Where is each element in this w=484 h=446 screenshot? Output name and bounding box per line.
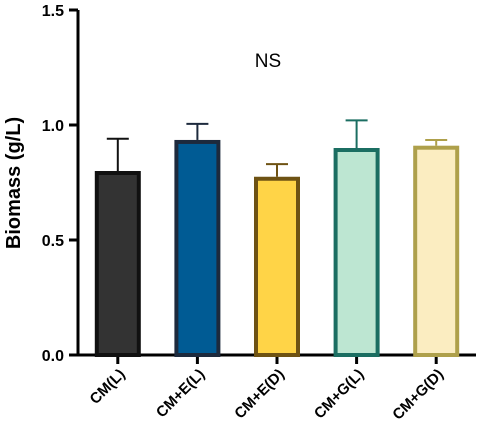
bar — [174, 139, 221, 357]
x-tick-label: CM+E(D) — [231, 366, 288, 423]
bar — [333, 148, 380, 357]
x-tick-label: CM(L) — [87, 366, 129, 408]
x-tick-labels: CM(L) CM+E(L) CM+E(D) CM+G(L) CM+G(D) — [87, 366, 447, 424]
bar — [94, 171, 141, 357]
y-tick-label: 0.0 — [42, 348, 64, 365]
bar — [254, 176, 300, 357]
bar — [413, 145, 460, 357]
y-ticks: 0.0 0.5 1.0 1.5 — [42, 3, 78, 365]
bars — [94, 139, 460, 357]
x-tick-label: CM+G(D) — [389, 366, 447, 424]
x-tick-label: CM+E(L) — [153, 366, 208, 421]
significance-annotation: NS — [255, 51, 281, 72]
y-axis-title: Biomass (g/L) — [3, 117, 25, 249]
y-tick-label: 1.0 — [42, 118, 64, 135]
y-tick-label: 0.5 — [42, 233, 64, 250]
x-tick-label: CM+G(L) — [311, 366, 368, 423]
y-tick-label: 1.5 — [42, 3, 64, 20]
error-bars — [106, 119, 448, 177]
